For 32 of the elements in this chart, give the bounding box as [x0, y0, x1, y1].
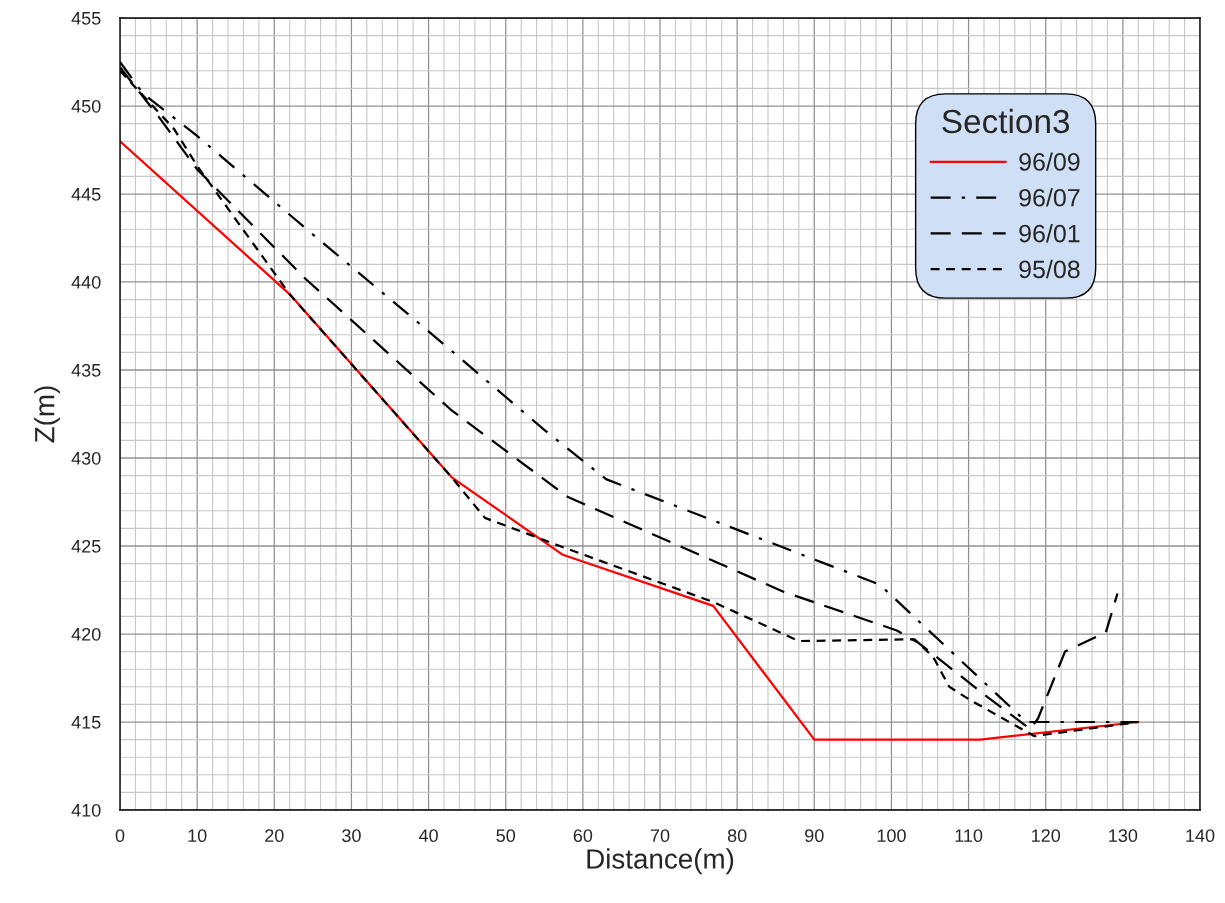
x-tick-label: 100: [877, 829, 906, 843]
y-tick-label: 440: [71, 275, 101, 289]
x-tick-label: 130: [1109, 829, 1138, 843]
x-tick-label: 140: [1186, 829, 1215, 843]
legend-label: 96/07: [1019, 188, 1080, 207]
legend-label: 96/01: [1019, 224, 1080, 243]
x-tick-label: 120: [1032, 829, 1061, 843]
y-tick-label: 425: [71, 539, 101, 553]
y-tick-label: 430: [71, 451, 101, 465]
x-tick-label: 30: [342, 829, 361, 843]
x-tick-label: 40: [418, 829, 438, 843]
x-tick-label: 20: [265, 829, 284, 843]
legend-title: Section3: [942, 108, 1070, 134]
y-tick-label: 435: [71, 363, 101, 377]
y-axis-title: Z(m): [34, 386, 60, 443]
x-tick-label: 50: [496, 829, 516, 843]
x-tick-label: 90: [805, 829, 824, 843]
legend-label: 96/09: [1019, 152, 1080, 171]
legend-label: 95/08: [1019, 259, 1080, 279]
x-axis-title: Distance(m): [587, 848, 734, 875]
x-tick-label: 70: [650, 829, 670, 843]
x-tick-label: 60: [573, 829, 593, 843]
x-tick-label: 10: [188, 829, 207, 843]
y-tick-label: 445: [71, 188, 101, 201]
y-tick-label: 420: [71, 627, 101, 641]
x-tick-label: 80: [727, 829, 747, 843]
y-tick-label: 455: [71, 12, 101, 25]
y-tick-label: 450: [71, 99, 101, 113]
y-tick-label: 415: [71, 716, 101, 729]
x-tick-label: 0: [115, 829, 125, 843]
y-tick-label: 410: [71, 803, 101, 817]
x-tick-label: 110: [955, 829, 983, 843]
